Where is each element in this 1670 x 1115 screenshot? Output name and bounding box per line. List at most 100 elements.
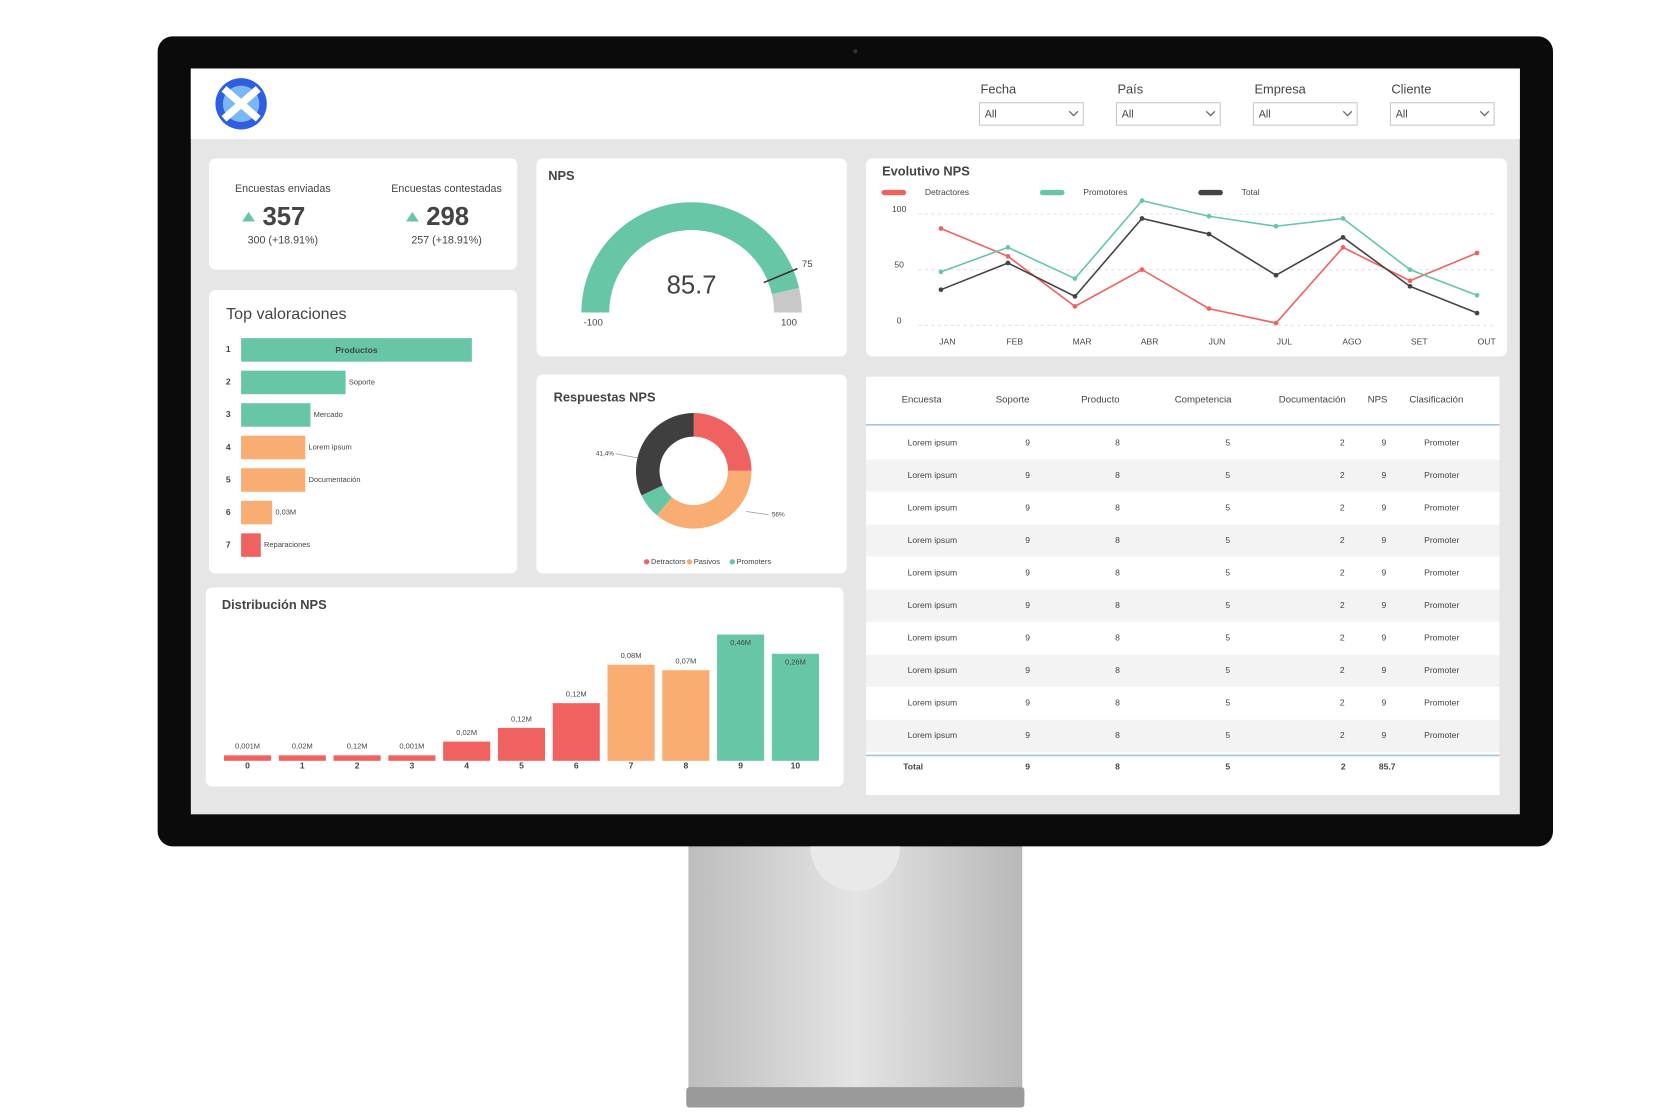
table-cell: 5 — [1225, 600, 1230, 610]
table-cell: Promoter — [1424, 437, 1459, 447]
table-cell: 8 — [1115, 698, 1120, 708]
x-tick-label: AGO — [1342, 337, 1361, 347]
bar — [223, 755, 272, 761]
table-cell: 9 — [1382, 698, 1387, 708]
bar-label: Productos — [335, 345, 378, 355]
kpi-value: 298 — [426, 203, 469, 231]
bar — [717, 634, 765, 761]
line-title: Evolutivo NPS — [882, 164, 970, 179]
hbar — [241, 435, 306, 460]
table-cell: 5 — [1225, 698, 1230, 708]
x-tick-label: 8 — [683, 760, 688, 770]
bar-label: 0,08M — [621, 651, 642, 660]
table-cell: 2 — [1340, 437, 1345, 447]
bar-label: 0,12M — [511, 714, 532, 723]
bar — [771, 653, 819, 761]
bar-label: Reparaciones — [264, 540, 310, 549]
x-tick-label: 3 — [410, 760, 415, 770]
filter-label: Cliente — [1391, 81, 1431, 96]
x-tick-label: JUL — [1277, 337, 1292, 347]
table-cell: 5 — [1225, 470, 1230, 480]
hbar — [241, 468, 306, 492]
x-tick-label: 1 — [300, 760, 305, 770]
rank-label: 4 — [226, 442, 231, 452]
line-point — [1474, 310, 1480, 316]
table-cell: 9 — [1025, 698, 1030, 708]
gauge-min: -100 — [584, 318, 603, 329]
table-cell: Lorem ipsum — [908, 567, 957, 577]
x-tick-label: MAR — [1073, 337, 1092, 347]
legend-label: Total — [1242, 187, 1260, 197]
x-tick-label: 9 — [738, 760, 743, 770]
bar-label: 0,12M — [566, 690, 587, 699]
x-tick-label: 5 — [519, 760, 524, 770]
gauge-target-label: 75 — [802, 259, 813, 270]
table-cell: Promoter — [1424, 665, 1459, 675]
table-cell: 2 — [1340, 665, 1345, 675]
table-cell: 9 — [1025, 632, 1030, 642]
line-panel — [866, 158, 1507, 357]
table-cell: Promoter — [1424, 632, 1459, 642]
table-header: Clasificación — [1409, 395, 1463, 406]
gauge-max: 100 — [781, 318, 797, 329]
rank-label: 5 — [226, 474, 231, 484]
legend-label: Detractors — [651, 557, 686, 566]
table-cell: 5 — [1225, 567, 1230, 577]
bar — [552, 703, 600, 761]
legend-dot — [729, 559, 735, 565]
line-point — [938, 269, 944, 275]
table-header: Encuesta — [902, 395, 943, 406]
filter-label: Fecha — [981, 81, 1018, 96]
table-cell: Promoter — [1424, 600, 1459, 610]
filter-value: All — [1396, 108, 1408, 120]
line-point — [1407, 278, 1413, 284]
table-header: Competencia — [1175, 395, 1232, 406]
total-cell: 9 — [1025, 761, 1030, 771]
row-shade — [866, 524, 1500, 557]
table-cell: 2 — [1340, 502, 1345, 512]
line-point — [1206, 231, 1212, 237]
kpi-label: Encuestas contestadas — [391, 183, 502, 195]
table-cell: 9 — [1025, 437, 1030, 447]
legend-label: Detractores — [925, 187, 969, 197]
table-cell: Promoter — [1424, 535, 1459, 545]
filter-dropdown[interactable] — [1115, 102, 1221, 126]
filter-label: Empresa — [1254, 81, 1306, 96]
x-tick-label: 7 — [629, 760, 634, 770]
y-tick-label: 0 — [897, 315, 902, 325]
donut-panel — [536, 374, 847, 574]
line-point — [1206, 306, 1212, 311]
x-tick-label: 2 — [355, 760, 360, 770]
total-cell: Total — [903, 761, 923, 771]
x-tick-label: SET — [1411, 337, 1428, 347]
legend-label: Promotores — [1083, 187, 1127, 197]
table-cell: 8 — [1115, 632, 1120, 642]
leader — [615, 453, 639, 459]
kpi-arrow — [242, 211, 256, 222]
donut-segment — [635, 413, 694, 496]
table-cell: Lorem ipsum — [908, 470, 957, 480]
line-point — [1340, 216, 1346, 221]
line-point — [1139, 216, 1145, 221]
bar — [607, 664, 655, 761]
table-cell: 9 — [1382, 632, 1387, 642]
table-cell: 5 — [1225, 665, 1230, 675]
table-cell: 5 — [1225, 535, 1230, 545]
table-cell: 2 — [1340, 730, 1345, 740]
table-cell: Lorem ipsum — [908, 730, 957, 740]
rank-label: 2 — [226, 377, 231, 387]
row-shade — [866, 654, 1500, 687]
filter-dropdown[interactable] — [1252, 102, 1358, 126]
table-cell: Lorem ipsum — [908, 632, 957, 642]
gauge-rest — [771, 287, 802, 313]
filter-dropdown[interactable] — [978, 102, 1084, 126]
table-cell: Promoter — [1424, 730, 1459, 740]
rank-label: 6 — [226, 507, 231, 517]
kpi-previous: 257 (+18.91%) — [411, 235, 481, 247]
filter-label: País — [1117, 81, 1143, 96]
line-point — [1139, 267, 1145, 273]
row-shade — [866, 589, 1500, 622]
filter-dropdown[interactable] — [1389, 102, 1495, 126]
legend-dot — [643, 559, 650, 565]
line-point — [1139, 198, 1145, 204]
